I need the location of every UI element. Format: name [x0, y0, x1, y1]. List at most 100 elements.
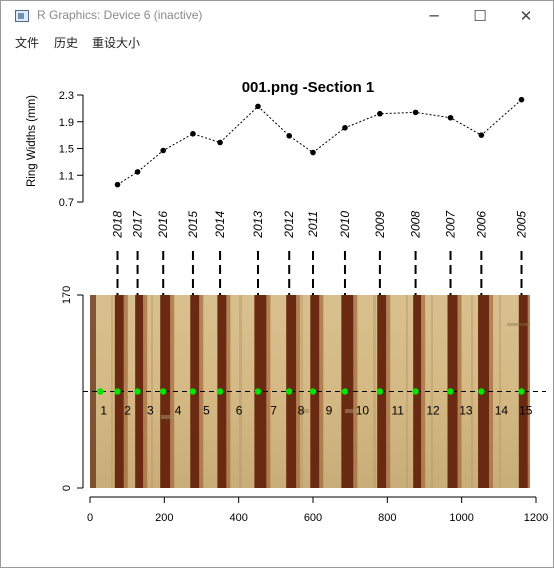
y-tick-label: 1.9 — [59, 117, 74, 129]
year-label: 2012 — [282, 211, 296, 239]
ring-number-label: 14 — [495, 404, 509, 418]
year-label: 2017 — [131, 210, 145, 239]
year-label: 2013 — [251, 211, 265, 239]
ring-number-label: 10 — [356, 404, 370, 418]
year-label: 2009 — [373, 211, 387, 239]
year-labels: 2018 2017 2016 2015 2014 2013 2012 2011 2010 2009… — [111, 210, 529, 239]
x-tick-label: 400 — [229, 512, 247, 524]
ring-number-label: 7 — [270, 404, 277, 418]
data-point — [134, 169, 141, 175]
measurement-point — [189, 388, 197, 395]
ring-number-label: 13 — [459, 404, 473, 418]
menu-bar: 文件 历史 重设大小 — [1, 31, 553, 53]
y-tick-label: 1.5 — [59, 144, 74, 156]
measurement-point — [160, 388, 167, 395]
ring-width-chart: 001.png -Section 1 Ring Widths (mm) 0.7 1… — [26, 79, 529, 295]
y-tick-label: 2.3 — [59, 90, 74, 102]
ring-number-label: 3 — [147, 404, 154, 418]
x-axis-ticks: 0 200 400 600 800 1000 1200 — [87, 497, 548, 524]
data-point — [518, 96, 525, 103]
measurement-point — [376, 388, 384, 395]
x-tick-label: 800 — [378, 512, 396, 524]
y-axis-label: Ring Widths (mm) — [26, 95, 38, 187]
x-tick-label: 200 — [155, 512, 173, 524]
earlywood-streak — [431, 295, 433, 488]
menu-resize[interactable]: 重设大小 — [92, 36, 141, 50]
measurement-point — [518, 388, 525, 395]
measurement-point — [97, 388, 104, 395]
ring-number-label: 12 — [426, 404, 440, 418]
year-marker-lines — [116, 251, 523, 295]
ring-number-label: 11 — [392, 404, 405, 418]
measurement-point — [447, 388, 454, 395]
ring-number-label: 2 — [124, 404, 131, 418]
series-line — [117, 99, 522, 186]
transition-band — [421, 295, 426, 488]
year-label: 2007 — [444, 210, 458, 239]
measurement-point — [134, 388, 141, 395]
ring-number-label: 9 — [326, 404, 333, 418]
image-y-tick-label: 0 — [61, 485, 73, 491]
transition-band — [266, 295, 271, 488]
measurement-point — [216, 388, 224, 395]
measurement-point — [286, 388, 293, 395]
transition-band — [296, 295, 301, 488]
close-button[interactable]: ✕ — [519, 7, 533, 25]
y-tick-label: 0.7 — [59, 197, 74, 209]
ring-number-label: 5 — [203, 404, 210, 418]
r-graphics-window-icon — [15, 10, 29, 22]
data-point — [255, 103, 261, 110]
measurement-points — [97, 388, 525, 395]
data-point — [447, 114, 454, 121]
x-tick-label: 1000 — [449, 512, 473, 524]
data-point — [342, 124, 348, 131]
measurement-point — [412, 388, 419, 395]
year-label: 2008 — [409, 211, 423, 239]
year-label: 2010 — [338, 211, 352, 239]
data-point — [310, 149, 316, 156]
data-point — [412, 109, 419, 116]
measurement-point — [341, 388, 349, 395]
data-point — [377, 110, 383, 117]
y-axis-ticks: 0.7 1.1 1.5 1.9 2.3 — [59, 90, 83, 209]
year-label: 2006 — [474, 211, 488, 239]
data-point — [286, 132, 293, 139]
ring-number-label: 6 — [236, 404, 243, 418]
x-tick-label: 600 — [304, 512, 322, 524]
ring-number-label: 4 — [175, 404, 182, 418]
year-label: 2014 — [213, 211, 227, 239]
transition-band — [457, 295, 462, 488]
window-title: R Graphics: Device 6 (inactive) — [37, 8, 203, 22]
transition-band — [170, 295, 175, 488]
minimize-button[interactable]: ─ — [429, 7, 439, 25]
earlywood-streak — [151, 295, 153, 488]
menu-file[interactable]: 文件 — [15, 36, 40, 50]
y-tick-label: 1.1 — [59, 170, 74, 182]
title-bar[interactable]: R Graphics: Device 6 (inactive) ─ ☐ ✕ — [1, 1, 553, 31]
measurement-point — [254, 388, 262, 395]
measurement-point — [478, 388, 485, 395]
maximize-button[interactable]: ☐ — [473, 7, 487, 25]
data-point — [160, 147, 167, 154]
year-label: 2005 — [515, 211, 529, 239]
ring-number-label: 1 — [100, 404, 107, 418]
year-label: 2011 — [306, 211, 320, 238]
measurement-point — [309, 388, 317, 395]
data-point — [217, 139, 223, 146]
x-tick-label: 1200 — [524, 512, 548, 524]
series-points — [114, 96, 525, 188]
measurement-point — [114, 388, 121, 395]
ring-number-labels: 1 2 3 4 5 6 7 8 9 10 11 12 13 14 15 — [100, 404, 532, 418]
data-point — [114, 181, 121, 188]
data-point — [478, 132, 485, 138]
year-label: 2018 — [111, 211, 125, 239]
plot-canvas: 001.png -Section 1 Ring Widths (mm) 0.7 1… — [26, 79, 548, 524]
transition-band — [386, 295, 391, 488]
menu-history[interactable]: 历史 — [54, 36, 79, 50]
data-point — [190, 130, 196, 137]
ring-number-label: 15 — [519, 404, 533, 418]
image-y-axis-ticks: 0 170 — [61, 286, 83, 491]
image-y-tick-label: 170 — [61, 286, 73, 304]
